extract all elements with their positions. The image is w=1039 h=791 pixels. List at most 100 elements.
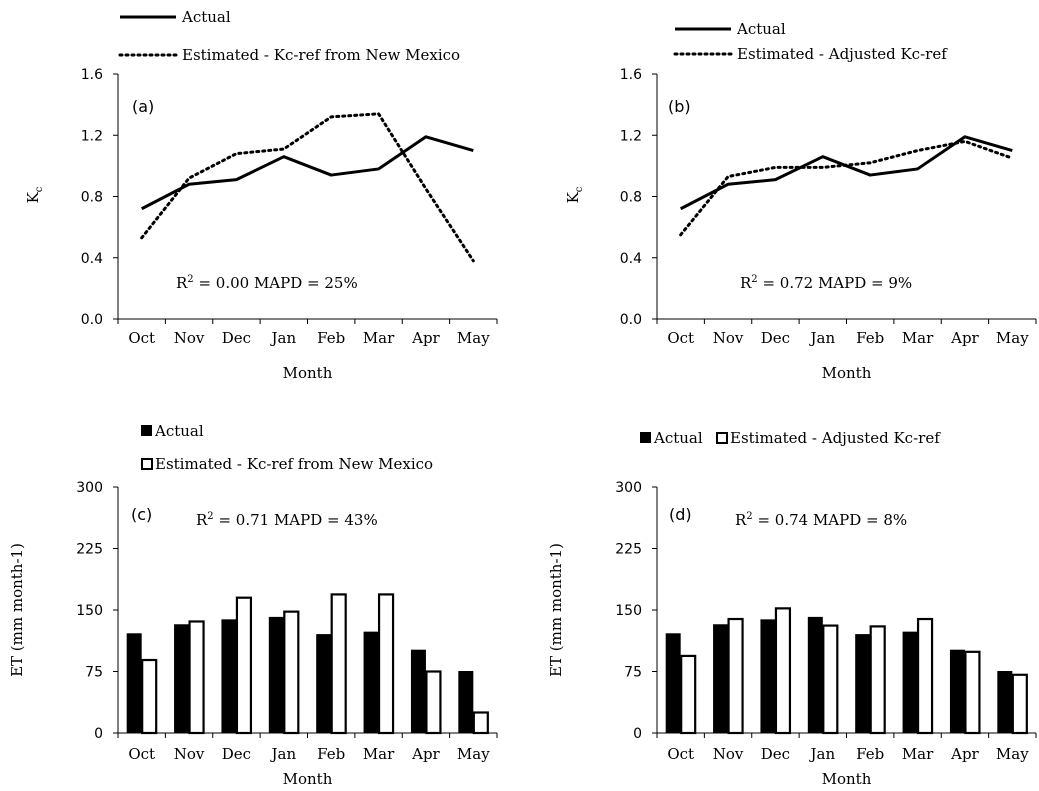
y-tick-label: 150 <box>615 603 642 619</box>
y-tick-label: 0.4 <box>81 251 103 267</box>
y-tick-label: 75 <box>85 665 103 681</box>
x-tick-label: May <box>457 329 490 347</box>
estimated-bar-oct <box>680 654 697 735</box>
series-estimated-line <box>679 139 1014 237</box>
x-tick-label: May <box>996 745 1029 763</box>
annotation-sup: 2 <box>187 274 193 285</box>
x-tick-label: May <box>457 745 490 763</box>
y-tick-label: 1.6 <box>81 67 103 83</box>
y-tick-label: 300 <box>76 480 103 496</box>
legend-estimated-swatch <box>141 458 153 470</box>
y-axis-title-main: ET (mm month-1) <box>8 543 26 677</box>
y-tick-label: 225 <box>76 542 103 558</box>
y-tick-label: 225 <box>615 542 642 558</box>
y-axis-title-main: ET (mm month-1) <box>547 543 565 677</box>
legend-actual-swatch <box>640 432 651 443</box>
y-tick-label: 75 <box>624 665 642 681</box>
actual-bar-nov <box>713 624 729 734</box>
x-axis-title: Month <box>822 364 872 382</box>
y-tick-label: 300 <box>615 480 642 496</box>
annotation-r: R <box>196 511 208 529</box>
legend-actual-label: Actual <box>653 429 703 447</box>
legend-estimated-label: Estimated - Kc-ref from New Mexico <box>182 46 460 64</box>
annotation-sup: 2 <box>746 511 752 522</box>
y-tick-label: 0.4 <box>620 251 642 267</box>
x-tick-label: Apr <box>411 329 440 347</box>
x-axis-title: Month <box>283 770 333 788</box>
annotation-sup: 2 <box>751 274 757 285</box>
actual-bar-dec <box>221 619 237 734</box>
y-tick-label: 0.0 <box>81 312 103 328</box>
estimated-bar-jan <box>283 610 300 735</box>
x-tick-label: Oct <box>128 745 155 763</box>
y-tick-label: 0.8 <box>620 190 642 206</box>
legend-actual-label: Actual <box>154 422 204 440</box>
legend-estimated-label: Estimated - Adjusted Kc-ref <box>730 429 941 447</box>
legend-actual-swatch <box>141 425 152 436</box>
actual-bar-may <box>458 671 474 734</box>
annotation-sup: 2 <box>207 511 213 522</box>
actual-bar-mar <box>363 631 379 734</box>
x-tick-label: Apr <box>950 329 979 347</box>
x-tick-label: Feb <box>856 329 884 347</box>
actual-bar-nov <box>174 624 190 734</box>
y-tick-label: 0 <box>633 726 642 742</box>
y-tick-label: 1.2 <box>81 128 103 144</box>
x-tick-label: Oct <box>128 329 155 347</box>
y-tick-label: 1.2 <box>620 128 642 144</box>
estimated-bar-oct <box>141 658 158 735</box>
x-tick-label: Jan <box>809 745 836 763</box>
stats-annotation: R2 = 0.72 MAPD = 9% <box>740 274 912 292</box>
annotation-rest: = 0.72 MAPD = 9% <box>758 274 912 292</box>
x-tick-label: Mar <box>363 745 395 763</box>
estimated-bar-mar <box>377 593 395 735</box>
x-tick-label: Mar <box>902 745 934 763</box>
x-tick-label: Dec <box>761 329 790 347</box>
annotation-r: R <box>735 511 747 529</box>
legend-actual-label: Actual <box>181 8 231 26</box>
panel-label: (c) <box>131 505 152 524</box>
estimated-bar-dec <box>774 607 792 735</box>
actual-bar-dec <box>760 619 776 734</box>
x-axis-title: Month <box>822 770 872 788</box>
y-tick-label: 0.0 <box>620 312 642 328</box>
panel-label: (b) <box>668 97 691 116</box>
actual-bar-jan <box>807 616 823 734</box>
x-tick-label: Apr <box>950 745 979 763</box>
estimated-bar-mar <box>916 617 934 735</box>
x-tick-label: Jan <box>270 745 297 763</box>
actual-bar-mar <box>902 631 918 734</box>
annotation-r: R <box>176 274 188 292</box>
estimated-bar-may <box>1011 673 1028 735</box>
series-actual-line <box>140 135 474 211</box>
actual-bar-feb <box>316 634 332 734</box>
x-axis-title: Month <box>283 364 333 382</box>
series-estimated-line <box>140 112 475 263</box>
actual-bar-oct <box>126 633 142 734</box>
y-axis-title-sub: c <box>574 186 585 192</box>
chart-panel-a: 0.0 0.4 0.8 1.2 1.6 Oct Nov Dec Jan Feb Mar Apr May M… <box>24 8 498 382</box>
x-tick-label: Dec <box>761 745 790 763</box>
x-tick-label: Apr <box>411 745 440 763</box>
x-tick-label: Mar <box>363 329 395 347</box>
actual-bar-feb <box>855 634 871 734</box>
actual-bar-jan <box>268 616 284 734</box>
panel-label: (d) <box>669 505 692 524</box>
estimated-bar-may <box>472 711 489 735</box>
annotation-rest: = 0.74 MAPD = 8% <box>753 511 907 529</box>
annotation-rest: = 0.00 MAPD = 25% <box>194 274 358 292</box>
stats-annotation: R2 = 0.71 MAPD = 43% <box>196 511 378 529</box>
estimated-bar-nov <box>727 617 744 735</box>
legend-actual-label: Actual <box>736 20 786 38</box>
x-tick-label: Nov <box>174 745 205 763</box>
x-tick-label: May <box>996 329 1029 347</box>
estimated-bar-feb <box>869 625 886 735</box>
x-tick-label: Dec <box>222 745 251 763</box>
estimated-bar-dec <box>235 596 253 735</box>
y-axis-title-main: K <box>564 191 582 203</box>
actual-bar-apr <box>410 649 426 734</box>
stats-annotation: R2 = 0.00 MAPD = 25% <box>176 274 358 292</box>
estimated-bar-jan <box>822 624 839 735</box>
x-tick-label: Feb <box>856 745 884 763</box>
legend-estimated-swatch <box>716 432 728 444</box>
